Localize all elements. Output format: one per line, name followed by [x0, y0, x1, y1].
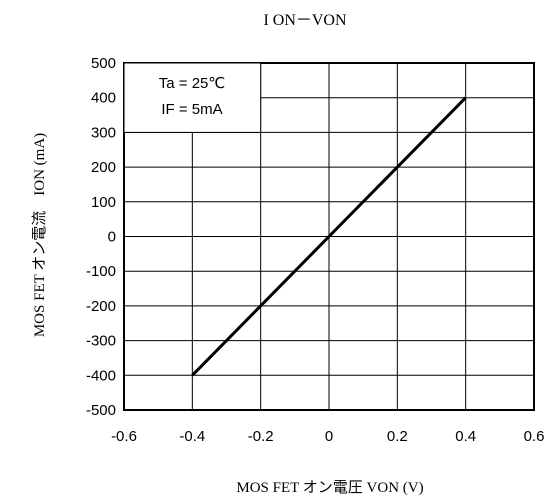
x-tick-labels: -0.6 -0.4 -0.2 0 0.2 0.4 0.6 — [111, 428, 544, 445]
x-tick-label: 0.4 — [455, 428, 476, 445]
y-tick-label: 200 — [91, 159, 116, 176]
plot-frame — [123, 62, 535, 411]
chart-title: I ON－VON — [263, 12, 347, 29]
x-tick-label: -0.6 — [111, 428, 137, 445]
y-axis-label: MOS FET オン電流 ION (mA) — [31, 133, 48, 337]
annotation-ta: Ta = 25℃ — [159, 75, 225, 92]
y-tick-label: -500 — [86, 402, 116, 419]
y-tick-label: -100 — [86, 263, 116, 280]
x-axis-label: MOS FET オン電圧 VON (V) — [236, 480, 423, 496]
y-tick-label: 400 — [91, 90, 116, 107]
y-tick-label: -300 — [86, 333, 116, 350]
y-tick-labels: 500 400 300 200 100 0 -100 -200 -300 -400 -500 — [86, 55, 116, 419]
x-tick-label: 0 — [325, 428, 333, 445]
annotation-if: IF = 5mA — [161, 101, 222, 118]
annotation-box — [123, 62, 262, 133]
legend-box: Ta = 25℃ IF = 5mA — [123, 62, 262, 133]
x-tick-label: -0.4 — [179, 428, 205, 445]
x-tick-label: -0.2 — [248, 428, 274, 445]
y-tick-label: 100 — [91, 194, 116, 211]
y-tick-label: 500 — [91, 55, 116, 72]
y-tick-label: -400 — [86, 367, 116, 384]
series-line — [191, 96, 467, 377]
y-tick-label: -200 — [86, 298, 116, 315]
y-tick-label: 300 — [91, 124, 116, 141]
x-tick-label: 0.6 — [524, 428, 545, 445]
x-tick-label: 0.2 — [387, 428, 408, 445]
y-tick-label: 0 — [108, 229, 116, 246]
